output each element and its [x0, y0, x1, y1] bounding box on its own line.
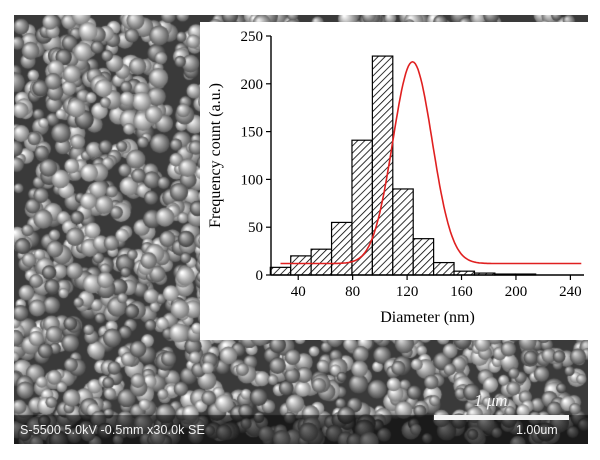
x-axis-label: Diameter (nm): [380, 309, 475, 326]
histogram-bar: [310, 248, 333, 276]
histogram-bar: [290, 255, 312, 276]
y-tick-label: 100: [241, 172, 264, 188]
instrument-info-text: S-5500 5.0kV -0.5mm x30.0k SE: [20, 423, 205, 437]
x-tick-label: 80: [345, 284, 360, 300]
histogram-svg: 0 50 100 150 200 250 40 80 120 160 200 240 Diameter…: [207, 29, 584, 326]
x-tick-label: 40: [291, 284, 306, 300]
y-tick-label: 200: [241, 77, 264, 93]
scale-bar: [434, 415, 569, 420]
histogram-bar: [412, 238, 435, 276]
gaussian-fit-line: [280, 60, 582, 265]
histogram-bar: [433, 261, 455, 276]
size-distribution-chart: 0 50 100 150 200 250 40 80 120 160 200 240 Diameter…: [200, 22, 588, 340]
histogram-bar: [330, 221, 353, 276]
y-tick-label: 50: [248, 220, 263, 236]
scale-readout: 1.00um: [516, 423, 558, 437]
x-tick-label: 200: [505, 284, 528, 300]
y-tick-label: 0: [256, 268, 264, 284]
x-tick-label: 240: [559, 284, 582, 300]
sem-figure: 0 50 100 150 200 250 40 80 120 160 200 240 Diameter…: [14, 15, 588, 444]
y-tick-label: 150: [241, 125, 264, 141]
y-tick-label: 250: [241, 29, 264, 45]
histogram-bar: [269, 266, 292, 276]
x-tick-label: 160: [450, 284, 473, 300]
scale-bar-label: 1 μm: [474, 391, 508, 410]
histogram-bar: [371, 55, 394, 276]
y-axis-label: Frequency count (a.u.): [207, 83, 224, 228]
histogram-bar: [392, 188, 414, 276]
x-tick-label: 120: [396, 284, 419, 300]
